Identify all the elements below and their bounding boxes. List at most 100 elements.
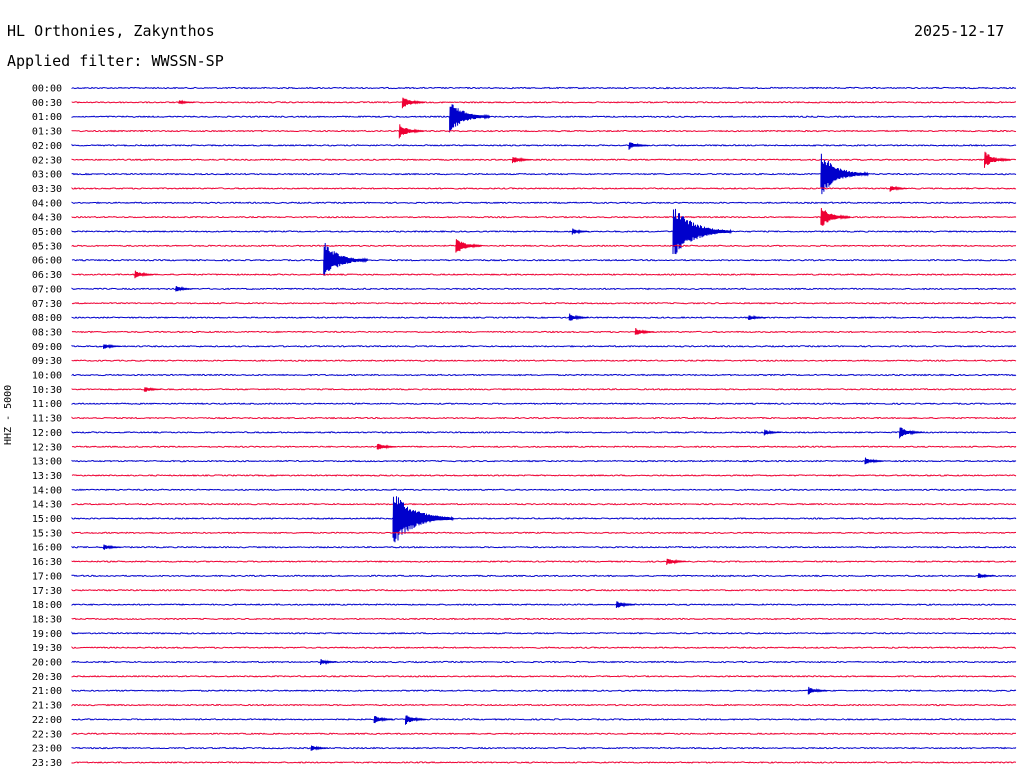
trace-line xyxy=(71,388,1017,391)
row-label: 01:30 xyxy=(32,127,62,138)
row-label: 06:30 xyxy=(32,270,62,281)
row-label: 09:30 xyxy=(32,356,62,367)
row-label: 20:00 xyxy=(32,658,62,669)
trace-line xyxy=(71,416,1017,420)
event-waveform xyxy=(672,208,732,255)
row-label: 04:30 xyxy=(32,213,62,224)
event-waveform xyxy=(103,544,121,550)
trace-line xyxy=(71,316,1017,319)
row-label: 12:00 xyxy=(32,428,62,439)
event-waveform xyxy=(615,601,636,608)
trace-line xyxy=(71,560,1017,563)
row-label: 21:30 xyxy=(32,701,62,712)
event-waveform xyxy=(889,185,908,192)
row-label: 05:00 xyxy=(32,227,62,238)
trace-line xyxy=(71,201,1017,205)
trace-line xyxy=(71,516,1017,520)
row-label: 23:00 xyxy=(32,744,62,755)
trace-line xyxy=(71,545,1017,549)
trace-line xyxy=(71,158,1017,162)
trace-line xyxy=(71,115,1017,119)
trace-line xyxy=(71,689,1017,693)
row-label: 02:30 xyxy=(32,155,62,166)
row-label: 16:00 xyxy=(32,543,62,554)
trace-line xyxy=(71,531,1017,535)
event-waveform xyxy=(392,496,454,543)
trace-line xyxy=(71,746,1017,750)
trace-line xyxy=(71,646,1017,649)
row-label: 11:30 xyxy=(32,414,62,425)
row-label: 18:30 xyxy=(32,614,62,625)
event-waveform xyxy=(748,314,766,320)
trace-line xyxy=(71,761,1017,764)
row-label: 04:00 xyxy=(32,198,62,209)
trace-line xyxy=(71,244,1016,248)
trace-line xyxy=(71,660,1017,664)
trace-line xyxy=(71,215,1017,219)
row-label: 10:00 xyxy=(32,371,62,382)
trace-line xyxy=(71,603,1017,606)
trace-line xyxy=(71,617,1017,621)
trace-line xyxy=(71,258,1017,262)
event-waveform xyxy=(568,313,589,321)
row-label: 00:00 xyxy=(32,84,62,95)
row-label: 16:30 xyxy=(32,557,62,568)
trace-line xyxy=(71,143,1017,147)
trace-line xyxy=(71,631,1017,635)
row-label: 10:30 xyxy=(32,385,62,396)
event-waveform xyxy=(807,686,828,695)
event-waveform xyxy=(455,239,483,253)
row-label: 22:30 xyxy=(32,729,62,740)
event-waveform xyxy=(178,99,195,105)
event-waveform xyxy=(373,716,394,724)
trace-line xyxy=(71,459,1017,463)
event-waveform xyxy=(323,242,369,276)
row-label: 08:00 xyxy=(32,313,62,324)
row-label: 18:00 xyxy=(32,600,62,611)
trace-line xyxy=(71,588,1017,592)
filter-label: Applied filter: WWSSN-SP xyxy=(7,52,224,70)
event-waveform xyxy=(634,327,655,335)
trace-line xyxy=(71,273,1016,276)
trace-line xyxy=(71,344,1017,348)
trace-line xyxy=(71,172,1017,176)
row-label: 15:00 xyxy=(32,514,62,525)
event-waveform xyxy=(143,386,162,392)
trace-line xyxy=(71,287,1017,291)
trace-line xyxy=(71,474,1017,477)
trace-line xyxy=(71,574,1016,578)
row-label: 13:00 xyxy=(32,457,62,468)
event-waveform xyxy=(820,207,851,226)
row-label: 14:00 xyxy=(32,485,62,496)
row-label: 13:30 xyxy=(32,471,62,482)
row-label: 15:30 xyxy=(32,528,62,539)
event-waveform xyxy=(977,573,996,579)
event-waveform xyxy=(763,429,782,436)
row-label: 01:00 xyxy=(32,112,62,123)
trace-line xyxy=(71,373,1017,377)
event-waveform xyxy=(984,151,1011,168)
trace-line xyxy=(71,230,1017,233)
event-waveform xyxy=(820,153,869,195)
trace-line xyxy=(71,129,1017,133)
row-label: 09:00 xyxy=(32,342,62,353)
row-label: 07:30 xyxy=(32,299,62,310)
event-waveform xyxy=(376,443,397,450)
trace-line xyxy=(71,187,1017,190)
row-label: 08:30 xyxy=(32,327,62,338)
event-waveform xyxy=(666,558,686,565)
row-label: 17:00 xyxy=(32,571,62,582)
row-label: 03:30 xyxy=(32,184,62,195)
trace-line xyxy=(71,101,1016,104)
event-waveform xyxy=(864,457,885,465)
row-label: 06:00 xyxy=(32,256,62,267)
event-waveform xyxy=(512,157,532,164)
row-label: 19:00 xyxy=(32,629,62,640)
trace-line xyxy=(71,675,1016,678)
trace-line xyxy=(71,445,1017,449)
event-waveform xyxy=(310,745,329,751)
row-label: 20:30 xyxy=(32,672,62,683)
event-waveform xyxy=(320,658,338,666)
row-label: 07:00 xyxy=(32,284,62,295)
